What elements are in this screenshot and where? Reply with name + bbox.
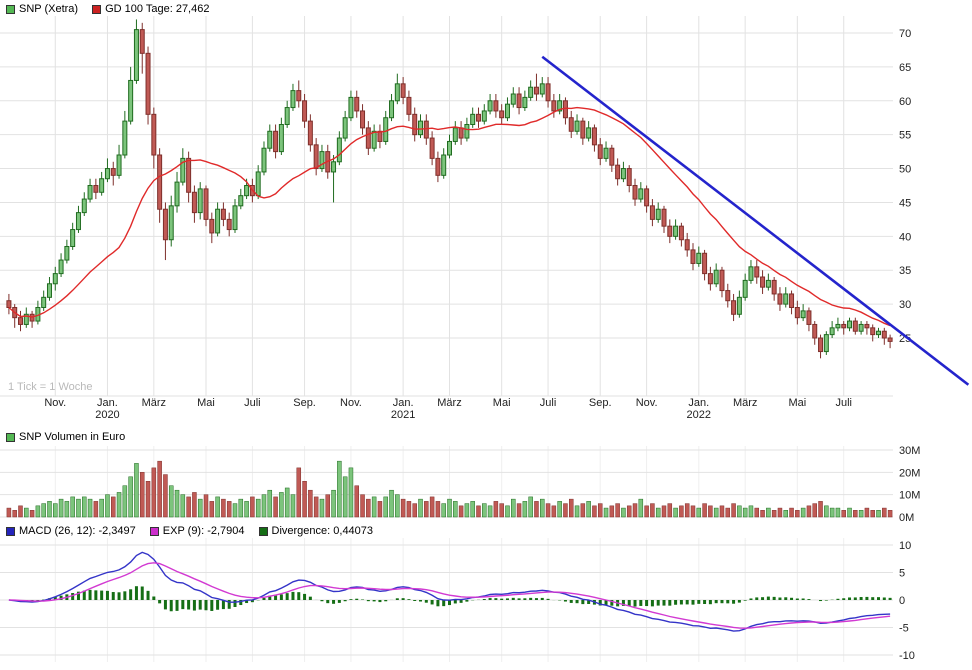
exp-swatch-icon	[149, 526, 159, 536]
exp-label: EXP (9): -2,7904	[162, 525, 245, 537]
svg-text:25: 25	[899, 333, 911, 345]
svg-text:2022: 2022	[687, 409, 711, 421]
svg-text:2020: 2020	[95, 409, 119, 421]
svg-text:März: März	[142, 397, 166, 409]
snp-series-swatch-icon	[6, 4, 15, 14]
svg-text:-5: -5	[899, 623, 909, 635]
svg-text:0: 0	[899, 595, 905, 607]
svg-text:45: 45	[899, 197, 911, 209]
price-legend: SNP (Xetra) GD 100 Tage: 27,462	[6, 3, 209, 15]
svg-text:60: 60	[899, 96, 911, 108]
svg-text:55: 55	[899, 130, 911, 142]
svg-text:Juli: Juli	[540, 397, 557, 409]
svg-text:Mai: Mai	[493, 397, 511, 409]
volume-label: SNP Volumen in Euro	[19, 431, 126, 443]
macd-legend: MACD (26, 12): -2,3497 EXP (9): -2,7904 …	[6, 525, 373, 537]
divergence-label: Divergence: 0,44073	[271, 525, 374, 537]
svg-text:30: 30	[899, 299, 911, 311]
svg-text:35: 35	[899, 265, 911, 277]
svg-text:2021: 2021	[391, 409, 415, 421]
gd100-label: GD 100 Tage: 27,462	[105, 3, 210, 15]
legend-item-gd100: GD 100 Tage: 27,462	[92, 3, 209, 15]
svg-text:70: 70	[899, 28, 911, 40]
volume-legend: SNP Volumen in Euro	[6, 431, 125, 443]
svg-text:Nov.: Nov.	[44, 397, 66, 409]
svg-text:Mai: Mai	[788, 397, 806, 409]
svg-text:Jan.: Jan.	[393, 397, 414, 409]
legend-item-exp: EXP (9): -2,7904	[149, 525, 245, 537]
svg-text:-10: -10	[899, 650, 915, 662]
legend-item-volume: SNP Volumen in Euro	[6, 431, 125, 443]
svg-text:März: März	[733, 397, 757, 409]
svg-text:Juli: Juli	[244, 397, 261, 409]
snp-series-label: SNP (Xetra)	[19, 3, 79, 15]
legend-item-macd: MACD (26, 12): -2,3497	[6, 525, 136, 537]
svg-text:Sep.: Sep.	[589, 397, 612, 409]
svg-text:Jan.: Jan.	[688, 397, 709, 409]
svg-text:Nov.: Nov.	[636, 397, 658, 409]
price-candlestick-chart[interactable]: 25 30 35 40 45 50 55 60 65 70 Nov. Jan. März Mai Juli S…	[0, 14, 972, 426]
svg-text:Mai: Mai	[197, 397, 215, 409]
svg-text:1 Tick = 1 Woche: 1 Tick = 1 Woche	[8, 381, 92, 393]
macd-label: MACD (26, 12): -2,3497	[19, 525, 136, 537]
macd-swatch-icon	[6, 526, 15, 536]
svg-text:50: 50	[899, 164, 911, 176]
gd100-swatch-icon	[92, 4, 102, 14]
svg-text:65: 65	[899, 62, 911, 74]
svg-text:10: 10	[899, 540, 911, 552]
macd-indicator-chart[interactable]: -10 -5 0 5 10	[0, 536, 972, 670]
legend-item-divergence: Divergence: 0,44073	[258, 525, 374, 537]
svg-text:Jan.: Jan.	[97, 397, 118, 409]
legend-item-snp: SNP (Xetra)	[6, 3, 78, 15]
svg-text:30M: 30M	[899, 445, 920, 457]
svg-text:0M: 0M	[899, 512, 914, 524]
svg-text:Juli: Juli	[835, 397, 852, 409]
divergence-swatch-icon	[258, 526, 268, 536]
svg-text:20M: 20M	[899, 467, 920, 479]
svg-text:40: 40	[899, 231, 911, 243]
svg-text:März: März	[437, 397, 461, 409]
svg-text:Sep.: Sep.	[293, 397, 316, 409]
svg-text:5: 5	[899, 568, 905, 580]
volume-swatch-icon	[6, 432, 15, 442]
volume-bar-chart[interactable]: 0M 10M 20M 30M	[0, 444, 972, 524]
svg-text:10M: 10M	[899, 490, 920, 502]
svg-text:Nov.: Nov.	[340, 397, 362, 409]
